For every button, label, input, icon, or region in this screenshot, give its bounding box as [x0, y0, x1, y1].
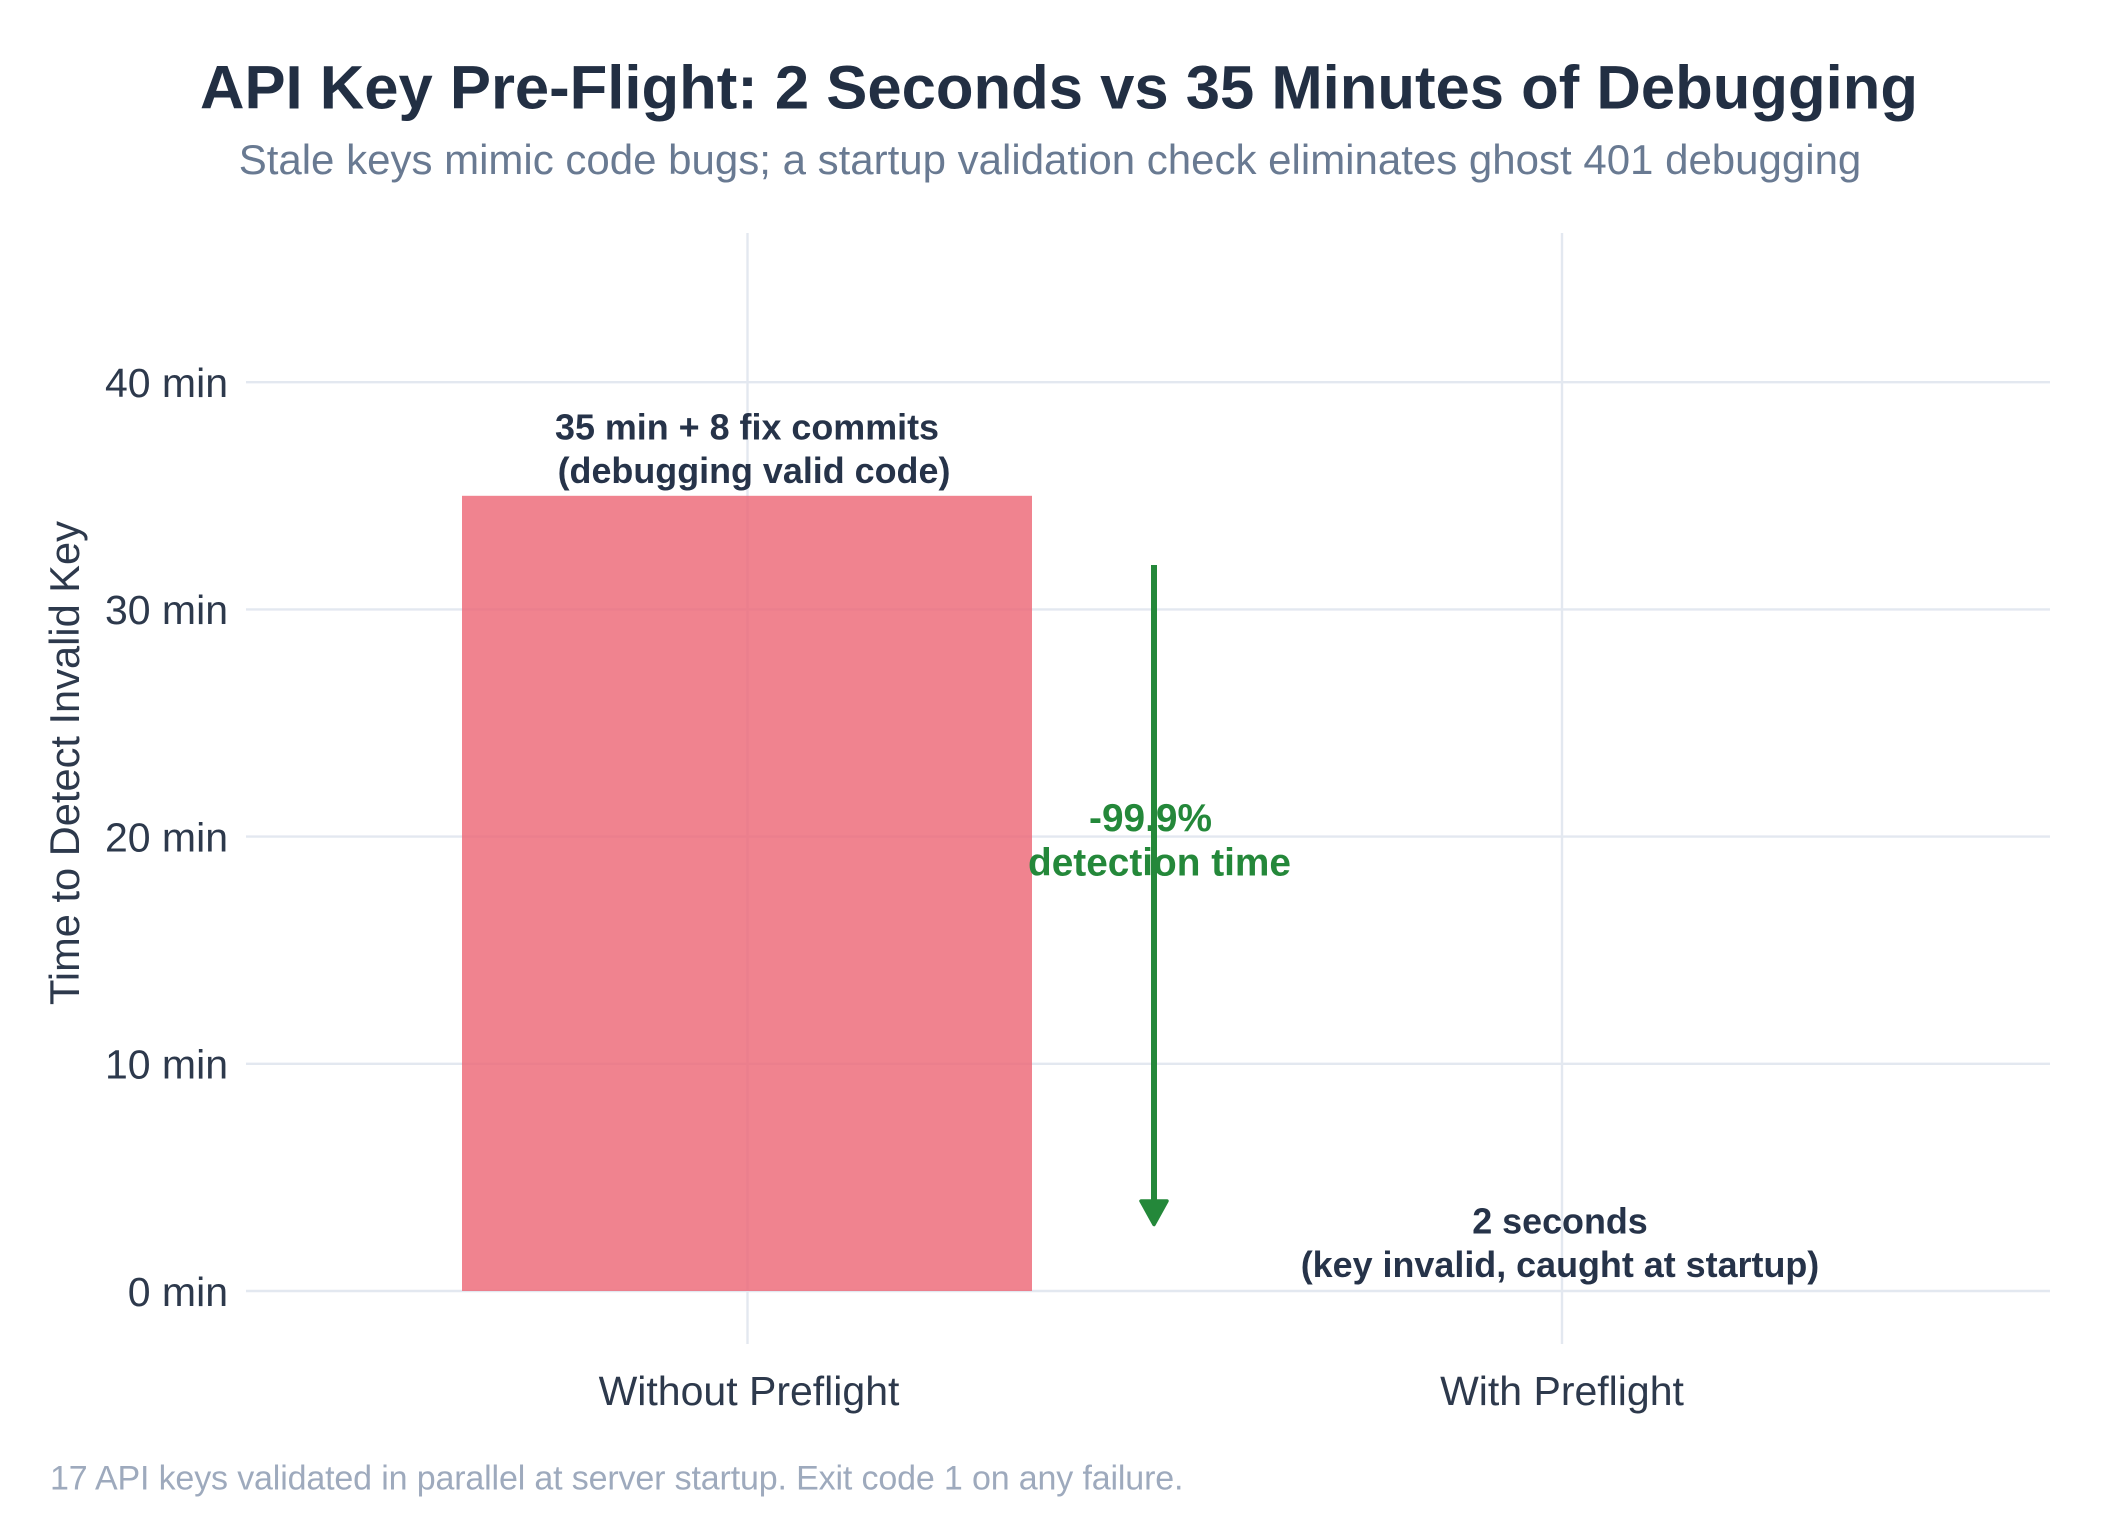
svg-text:35 min + 8 fix commits: 35 min + 8 fix commits: [555, 408, 939, 448]
svg-text:10 min: 10 min: [105, 1042, 228, 1088]
svg-text:30 min: 30 min: [105, 587, 228, 633]
svg-text:20 min: 20 min: [105, 814, 228, 860]
svg-text:(key invalid, caught at startu: (key invalid, caught at startup): [1301, 1245, 1820, 1285]
svg-text:Time to Detect Invalid Key: Time to Detect Invalid Key: [41, 521, 88, 1005]
svg-text:Without Preflight: Without Preflight: [599, 1368, 900, 1414]
svg-text:API Key Pre-Flight: 2 Seconds: API Key Pre-Flight: 2 Seconds vs 35 Minu…: [200, 54, 1918, 123]
svg-text:With Preflight: With Preflight: [1440, 1368, 1684, 1414]
svg-text:(debugging valid code): (debugging valid code): [558, 451, 951, 491]
svg-text:Stale keys mimic code bugs; a: Stale keys mimic code bugs; a startup va…: [239, 136, 1862, 183]
svg-text:0 min: 0 min: [128, 1269, 228, 1315]
svg-text:detection time: detection time: [1028, 841, 1291, 884]
svg-text:2 seconds: 2 seconds: [1472, 1202, 1648, 1242]
svg-text:17 API keys validated in paral: 17 API keys validated in parallel at ser…: [50, 1460, 1183, 1498]
svg-text:-99.9%: -99.9%: [1089, 797, 1212, 840]
svg-text:40 min: 40 min: [105, 360, 228, 406]
